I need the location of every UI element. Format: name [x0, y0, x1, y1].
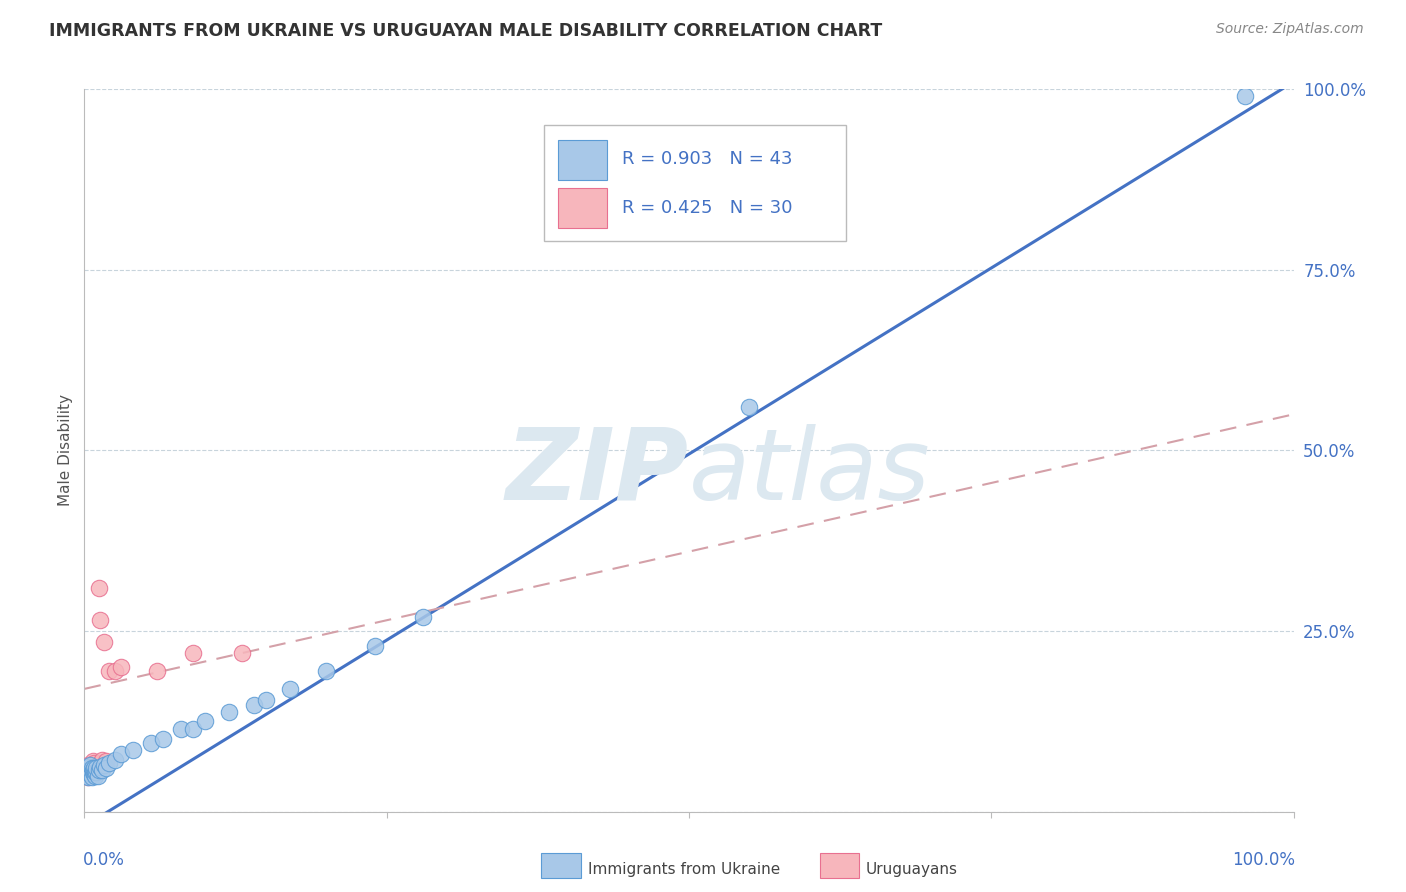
- Point: [93, 635, 115, 649]
- Text: atlas: atlas: [689, 424, 931, 521]
- Point: [170, 722, 193, 736]
- Point: [89, 613, 111, 627]
- Point: [242, 698, 264, 712]
- Point: [77, 757, 100, 772]
- Point: [86, 757, 108, 772]
- Point: [254, 692, 277, 706]
- Point: [76, 761, 98, 775]
- Text: Uruguayans: Uruguayans: [866, 863, 957, 877]
- Y-axis label: Male Disability: Male Disability: [58, 394, 73, 507]
- Point: [94, 761, 117, 775]
- Text: 100.0%: 100.0%: [1232, 852, 1295, 870]
- Point: [218, 705, 240, 719]
- Point: [77, 770, 100, 784]
- Point: [110, 660, 132, 674]
- Point: [80, 770, 103, 784]
- Point: [86, 760, 108, 774]
- Point: [93, 757, 115, 772]
- Point: [84, 761, 107, 775]
- Point: [75, 764, 97, 779]
- Point: [97, 756, 120, 770]
- Point: [76, 761, 98, 775]
- Point: [146, 664, 169, 678]
- Text: IMMIGRANTS FROM UKRAINE VS URUGUAYAN MALE DISABILITY CORRELATION CHART: IMMIGRANTS FROM UKRAINE VS URUGUAYAN MAL…: [49, 22, 883, 40]
- Point: [84, 764, 107, 779]
- Text: 0.0%: 0.0%: [83, 852, 125, 870]
- Point: [738, 400, 761, 414]
- Point: [82, 764, 104, 779]
- Point: [94, 754, 117, 768]
- Point: [97, 664, 120, 678]
- Point: [80, 763, 103, 777]
- Point: [110, 747, 132, 761]
- Text: R = 0.903   N = 43: R = 0.903 N = 43: [623, 150, 793, 169]
- Point: [83, 761, 105, 775]
- Point: [77, 763, 100, 777]
- Point: [76, 769, 98, 783]
- Point: [104, 664, 127, 678]
- Point: [80, 760, 103, 774]
- Point: [194, 714, 217, 729]
- Point: [86, 764, 108, 779]
- Point: [79, 761, 101, 775]
- Point: [76, 769, 98, 783]
- Point: [89, 756, 111, 770]
- Point: [104, 753, 127, 767]
- Point: [181, 722, 204, 736]
- Point: [79, 767, 101, 781]
- Point: [87, 581, 110, 595]
- Point: [139, 736, 162, 750]
- Point: [77, 760, 100, 774]
- Point: [315, 664, 337, 678]
- Point: [82, 763, 104, 777]
- FancyBboxPatch shape: [558, 140, 607, 179]
- Point: [79, 757, 101, 772]
- Point: [89, 760, 111, 774]
- Point: [87, 763, 110, 777]
- FancyBboxPatch shape: [558, 188, 607, 228]
- Point: [412, 609, 434, 624]
- Point: [91, 763, 114, 777]
- Point: [79, 767, 101, 781]
- Point: [83, 767, 105, 781]
- Point: [80, 761, 103, 775]
- Point: [77, 764, 100, 779]
- Point: [278, 681, 301, 696]
- Point: [121, 743, 143, 757]
- Point: [77, 763, 100, 777]
- Point: [363, 639, 385, 653]
- Point: [77, 770, 100, 784]
- Point: [75, 764, 97, 779]
- Point: [77, 764, 100, 779]
- Point: [83, 763, 105, 777]
- Text: Immigrants from Ukraine: Immigrants from Ukraine: [588, 863, 780, 877]
- Point: [1234, 89, 1257, 103]
- Point: [231, 646, 253, 660]
- FancyBboxPatch shape: [544, 125, 846, 241]
- Point: [82, 754, 104, 768]
- Text: Source: ZipAtlas.com: Source: ZipAtlas.com: [1216, 22, 1364, 37]
- Text: ZIP: ZIP: [506, 424, 689, 521]
- Point: [82, 763, 104, 777]
- Point: [86, 769, 108, 783]
- Point: [152, 732, 174, 747]
- Point: [83, 756, 105, 770]
- Point: [84, 769, 107, 783]
- Point: [91, 753, 114, 767]
- Point: [181, 646, 204, 660]
- Point: [86, 761, 108, 775]
- Text: R = 0.425   N = 30: R = 0.425 N = 30: [623, 199, 793, 217]
